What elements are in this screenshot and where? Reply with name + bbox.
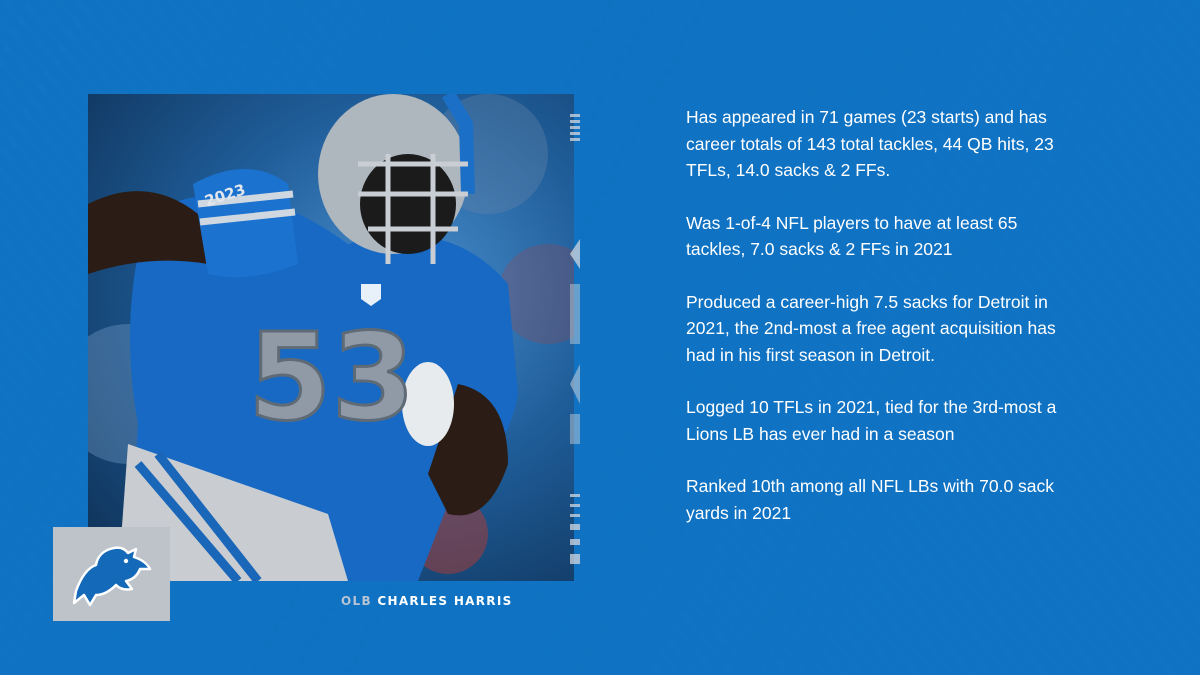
fact-item: Ranked 10th among all NFL LBs with 70.0 … (686, 476, 1055, 523)
player-position: OLB (341, 594, 372, 608)
decorative-ticks (570, 114, 580, 564)
player-caption: OLB CHARLES HARRIS (341, 594, 581, 608)
player-photo: 53 2023 (88, 94, 574, 581)
fact-item: Produced a career-high 7.5 sacks for Det… (686, 291, 1056, 365)
lions-logo-icon (72, 546, 151, 607)
player-name: CHARLES HARRIS (377, 594, 513, 608)
fact-item: Has appeared in 71 games (23 starts) and… (686, 107, 1054, 180)
facts-list: Has appeared in 71 games (23 starts) and… (686, 104, 1066, 552)
jersey-number: 53 (248, 309, 415, 448)
team-logo-box (53, 527, 170, 621)
fact-item: Logged 10 TFLs in 2021, tied for the 3rd… (686, 397, 1057, 444)
fact-item: Was 1-of-4 NFL players to have at least … (686, 212, 1018, 260)
